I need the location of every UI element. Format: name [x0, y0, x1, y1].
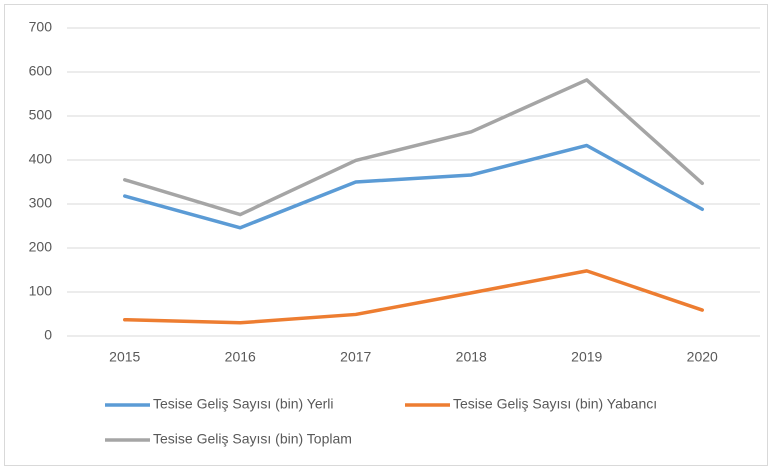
y-tick-label: 100 [29, 283, 53, 299]
x-tick-label: 2019 [571, 349, 602, 365]
legend-label: Tesise Geliş Sayısı (bin) Toplam [153, 431, 352, 447]
series-line [123, 143, 704, 230]
y-tick-label: 0 [44, 327, 52, 343]
x-tick-label: 2017 [340, 349, 371, 365]
series-line [123, 78, 704, 217]
y-tick-label: 400 [29, 151, 53, 167]
legend-label: Tesise Geliş Sayısı (bin) Yerli [153, 396, 334, 412]
y-tick-label: 300 [29, 195, 53, 211]
legend-label: Tesise Geliş Sayısı (bin) Yabancı [453, 396, 657, 412]
y-tick-label: 600 [29, 63, 53, 79]
series-line [123, 269, 704, 325]
y-tick-label: 700 [29, 19, 53, 35]
x-tick-label: 2018 [456, 349, 487, 365]
y-tick-label: 500 [29, 107, 53, 123]
x-tick-label: 2020 [687, 349, 718, 365]
x-tick-label: 2015 [109, 349, 140, 365]
chart-border [4, 4, 768, 466]
y-tick-label: 200 [29, 239, 53, 255]
x-tick-label: 2016 [225, 349, 256, 365]
